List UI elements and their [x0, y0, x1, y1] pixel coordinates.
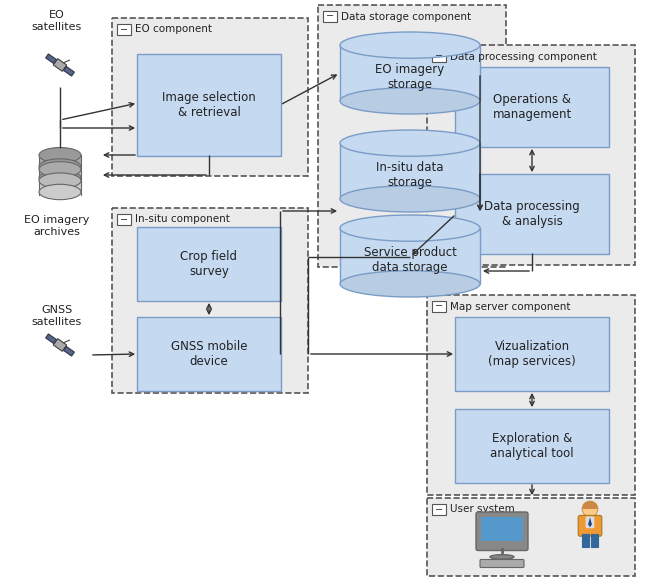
Bar — [432, 504, 446, 515]
Ellipse shape — [340, 271, 480, 297]
Bar — [318, 5, 506, 267]
Bar — [39, 178, 81, 192]
Ellipse shape — [39, 170, 81, 186]
Polygon shape — [53, 59, 67, 72]
Text: −: − — [435, 505, 443, 514]
FancyBboxPatch shape — [137, 54, 281, 156]
Bar — [340, 143, 480, 199]
FancyBboxPatch shape — [455, 174, 609, 254]
Bar — [582, 534, 589, 547]
Ellipse shape — [340, 88, 480, 114]
FancyBboxPatch shape — [586, 516, 595, 528]
Text: Crop field
survey: Crop field survey — [181, 250, 237, 278]
Polygon shape — [46, 54, 56, 63]
Bar — [591, 534, 598, 547]
Bar — [117, 24, 131, 35]
Bar — [340, 45, 480, 101]
FancyBboxPatch shape — [137, 317, 281, 391]
Bar — [432, 51, 446, 62]
Ellipse shape — [340, 215, 480, 242]
Ellipse shape — [490, 555, 514, 559]
Polygon shape — [53, 339, 67, 352]
Text: Exploration &
analytical tool: Exploration & analytical tool — [490, 432, 574, 460]
FancyBboxPatch shape — [455, 67, 609, 147]
Wedge shape — [582, 501, 598, 509]
Text: In-situ component: In-situ component — [135, 215, 230, 225]
Text: Vizualization
(map services): Vizualization (map services) — [488, 340, 576, 368]
FancyBboxPatch shape — [455, 409, 609, 483]
Ellipse shape — [340, 186, 480, 212]
Ellipse shape — [340, 32, 480, 58]
Text: GNSS mobile
device: GNSS mobile device — [171, 340, 247, 368]
Ellipse shape — [39, 184, 81, 200]
Text: −: − — [120, 215, 128, 225]
Polygon shape — [63, 346, 74, 356]
Text: EO component: EO component — [135, 24, 212, 34]
Text: −: − — [435, 51, 443, 62]
FancyBboxPatch shape — [137, 227, 281, 301]
Text: Service product
data storage: Service product data storage — [364, 246, 456, 274]
Bar — [323, 11, 337, 22]
Text: In-situ data
storage: In-situ data storage — [377, 161, 444, 189]
Bar — [112, 208, 308, 393]
Ellipse shape — [39, 173, 81, 189]
Text: Map server component: Map server component — [450, 301, 571, 311]
FancyBboxPatch shape — [480, 559, 524, 567]
Bar — [340, 228, 480, 284]
Text: −: − — [120, 24, 128, 34]
Text: EO
satellites: EO satellites — [32, 10, 82, 31]
FancyBboxPatch shape — [476, 512, 528, 551]
Ellipse shape — [39, 159, 81, 174]
Ellipse shape — [39, 162, 81, 177]
Polygon shape — [63, 66, 74, 76]
Bar — [427, 45, 635, 265]
FancyBboxPatch shape — [455, 317, 609, 391]
Bar — [39, 166, 81, 180]
Bar — [112, 18, 308, 176]
Text: Operations &
management: Operations & management — [492, 93, 572, 121]
Ellipse shape — [340, 130, 480, 156]
Text: Data processing component: Data processing component — [450, 51, 597, 62]
Text: Data processing
& analysis: Data processing & analysis — [484, 200, 580, 228]
Text: GNSS
satellites: GNSS satellites — [32, 305, 82, 327]
Text: Data storage component: Data storage component — [341, 12, 471, 22]
Bar — [117, 214, 131, 225]
Text: −: − — [326, 12, 334, 22]
Text: EO imagery
archives: EO imagery archives — [25, 215, 90, 237]
Text: EO imagery
storage: EO imagery storage — [375, 63, 444, 91]
Circle shape — [582, 501, 598, 517]
FancyBboxPatch shape — [578, 516, 602, 536]
Text: −: − — [435, 301, 443, 311]
Polygon shape — [46, 334, 56, 343]
Bar — [39, 155, 81, 169]
Text: User system: User system — [450, 505, 515, 514]
Bar — [481, 517, 523, 541]
Polygon shape — [588, 517, 592, 527]
Bar — [427, 498, 635, 576]
Bar — [427, 295, 635, 495]
Ellipse shape — [39, 147, 81, 163]
Bar — [432, 301, 446, 312]
Text: Image selection
& retrieval: Image selection & retrieval — [162, 91, 256, 119]
